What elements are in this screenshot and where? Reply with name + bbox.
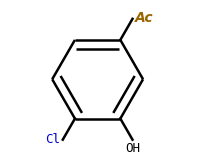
Text: Ac: Ac	[134, 11, 153, 25]
Text: Cl: Cl	[45, 133, 60, 146]
Text: OH: OH	[124, 142, 139, 155]
